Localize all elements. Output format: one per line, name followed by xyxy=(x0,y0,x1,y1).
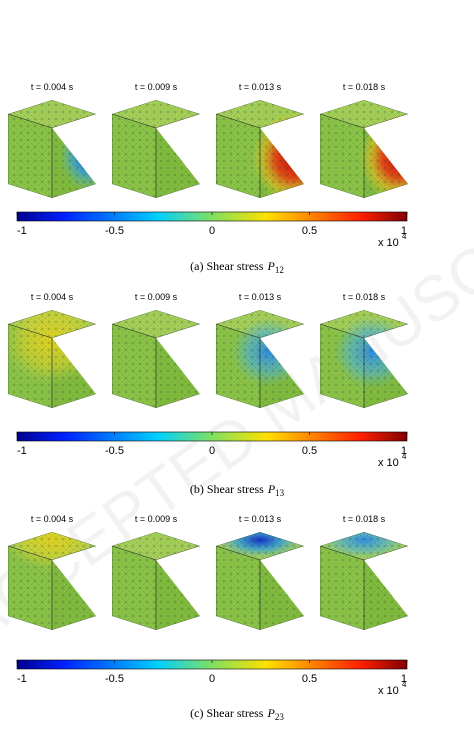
colorbar-tick-label: 0 xyxy=(209,225,215,237)
mesh xyxy=(51,323,96,408)
cube xyxy=(8,532,96,630)
cube xyxy=(320,100,408,198)
mesh xyxy=(155,113,200,198)
caption-symbol: P xyxy=(266,706,275,720)
colorbar-tick-label: -1 xyxy=(17,225,27,237)
colorbar-tick-label: -0.5 xyxy=(105,225,124,237)
time-label: t = 0.013 s xyxy=(239,514,282,524)
mesh xyxy=(216,545,261,630)
mesh xyxy=(51,113,96,198)
cube xyxy=(216,100,304,198)
multiplier: x 10 xyxy=(378,457,399,469)
multiplier: x 10 xyxy=(378,685,399,697)
colorbar-tick-label: 0.5 xyxy=(302,445,317,457)
time-label: t = 0.013 s xyxy=(239,292,282,302)
time-label: t = 0.004 s xyxy=(31,514,74,524)
cube xyxy=(8,100,96,198)
mesh xyxy=(112,113,157,198)
time-label: t = 0.018 s xyxy=(343,82,386,92)
exponent: 4 xyxy=(402,232,407,241)
time-label: t = 0.018 s xyxy=(343,514,386,524)
mesh xyxy=(112,323,157,408)
cube xyxy=(320,532,408,630)
caption-subscript: 13 xyxy=(275,488,285,498)
colorbar-tick-label: 0 xyxy=(209,673,215,685)
colorbar-tick-label: 0.5 xyxy=(302,673,317,685)
multiplier: x 10 xyxy=(378,237,399,249)
colorbar-tick-label: 1 xyxy=(401,445,407,457)
colorbar-tick-label: -1 xyxy=(17,445,27,457)
caption-subscript: 23 xyxy=(275,712,285,722)
exponent: 4 xyxy=(402,680,407,689)
time-label: t = 0.009 s xyxy=(135,514,178,524)
mesh xyxy=(363,545,408,630)
caption-subscript: 12 xyxy=(275,265,284,275)
colorbar-tick-label: 1 xyxy=(401,673,407,685)
time-label: t = 0.004 s xyxy=(31,82,74,92)
cube xyxy=(112,100,200,198)
mesh xyxy=(320,113,365,198)
caption: (c) Shear stress P23 xyxy=(190,706,284,722)
mesh xyxy=(8,113,53,198)
cube xyxy=(8,310,96,408)
mesh xyxy=(259,545,304,630)
colorbar-tick-label: 0 xyxy=(209,445,215,457)
mesh xyxy=(363,113,408,198)
cube xyxy=(216,532,304,630)
cube xyxy=(112,310,200,408)
mesh xyxy=(155,323,200,408)
mesh xyxy=(216,323,261,408)
mesh xyxy=(320,545,365,630)
mesh xyxy=(8,323,53,408)
colorbar-tick-label: -0.5 xyxy=(105,673,124,685)
colorbar-tick-label: -0.5 xyxy=(105,445,124,457)
cube xyxy=(112,532,200,630)
colorbar-tick-label: -1 xyxy=(17,673,27,685)
caption-label: (a) Shear stress xyxy=(190,259,264,273)
mesh xyxy=(216,113,261,198)
colorbar-tick-label: 0.5 xyxy=(302,225,317,237)
caption-symbol: P xyxy=(266,259,275,273)
time-label: t = 0.018 s xyxy=(343,292,386,302)
caption-label: (c) Shear stress xyxy=(190,706,264,720)
mesh xyxy=(8,545,53,630)
caption-label: (b) Shear stress xyxy=(190,482,264,496)
time-label: t = 0.009 s xyxy=(135,82,178,92)
mesh xyxy=(320,323,365,408)
caption: (a) Shear stress P12 xyxy=(190,259,284,275)
exponent: 4 xyxy=(402,452,407,461)
time-label: t = 0.009 s xyxy=(135,292,178,302)
mesh xyxy=(259,113,304,198)
time-label: t = 0.013 s xyxy=(239,82,282,92)
time-label: t = 0.004 s xyxy=(31,292,74,302)
caption-symbol: P xyxy=(267,482,276,496)
mesh xyxy=(155,545,200,630)
colorbar-tick-label: 1 xyxy=(401,225,407,237)
mesh xyxy=(112,545,157,630)
caption: (b) Shear stress P13 xyxy=(190,482,285,498)
